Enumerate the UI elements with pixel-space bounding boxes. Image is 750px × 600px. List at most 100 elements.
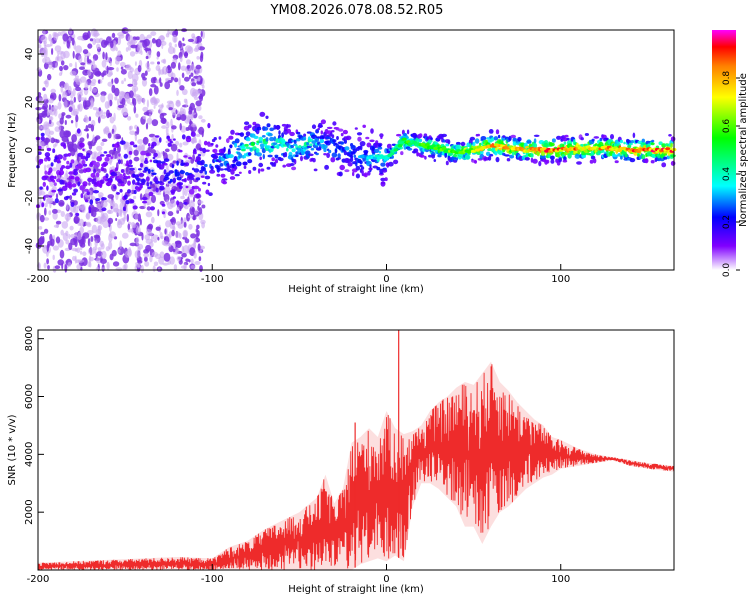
spectrogram-cell (120, 183, 125, 187)
spectrogram-cell (124, 250, 132, 258)
spectrogram-cell (135, 113, 139, 118)
spectrogram-cell (47, 73, 52, 81)
snr-plot-frame (37, 329, 675, 571)
spectrogram-cell (497, 134, 501, 139)
spectrogram-cell (171, 229, 175, 237)
spectrogram-cell (536, 151, 540, 157)
spectrogram-cell (117, 159, 122, 165)
spectrogram-cell (380, 181, 386, 187)
spectrogram-cell (133, 87, 136, 97)
spectrogram-cell (72, 143, 78, 153)
spectrogram-cell (113, 147, 117, 151)
spectrogram-cell (190, 87, 196, 97)
spectrogram-cell (256, 126, 262, 131)
spectrogram-cell (96, 156, 102, 162)
spectrogram-cell (93, 190, 99, 194)
spectrogram-ridge-cell (424, 143, 430, 147)
spectrogram-cell (630, 140, 635, 144)
spectrogram-cell (82, 32, 89, 40)
spectrogram-cell (168, 170, 174, 174)
spectrogram-cell (663, 153, 668, 156)
spectrogram-cell (132, 179, 136, 185)
spectrogram-cell (275, 125, 281, 130)
spectrogram-cell (278, 130, 281, 135)
spectrogram-cell (50, 88, 56, 94)
spectrogram-cell (129, 125, 133, 130)
spectrogram-cell (95, 198, 101, 202)
spectrogram-cell (289, 131, 295, 137)
spectrogram-cell (273, 124, 277, 130)
spectrogram-cell (44, 128, 51, 136)
spectrogram-cell (40, 135, 45, 141)
spectrogram-cell (153, 99, 158, 106)
spectrogram-cell (180, 114, 187, 121)
spectrogram-cell (245, 137, 251, 142)
spectrogram-cell (363, 172, 368, 178)
spectrogram-cell (312, 158, 316, 163)
spectrogram-cell (57, 174, 61, 180)
spectrogram-cell (88, 116, 92, 122)
spectrogram-cell (48, 167, 53, 173)
spectrogram-cell (92, 107, 98, 111)
snr-x-tick-label: 100 (551, 574, 570, 585)
spectrogram-cell (53, 182, 57, 187)
spectrogram-cell (119, 140, 126, 145)
spectrogram-cell (179, 142, 183, 148)
spectrogram-cell (204, 175, 211, 180)
spectrogram-cell (128, 164, 133, 168)
spectrogram-cell (197, 205, 200, 211)
spectrogram-cell (46, 185, 49, 191)
spectrogram-cell (219, 168, 224, 171)
spectrogram-cell (107, 67, 115, 71)
spectrogram-cell (80, 62, 86, 66)
spectrogram-cell (189, 102, 195, 111)
spectrogram-y-tick-label: 40 (24, 48, 35, 61)
spectrogram-cell (179, 56, 183, 63)
spectrogram-cell (172, 222, 175, 230)
spectrogram-cell (147, 186, 152, 190)
spectrogram-cell (169, 218, 175, 223)
spectrogram-cell (42, 103, 48, 110)
spectrogram-cell (74, 61, 77, 70)
spectrogram-cell (96, 43, 101, 50)
spectrogram-cell (161, 125, 168, 129)
spectrogram-cell (257, 168, 261, 174)
snr-x-axis-label: Height of straight line (km) (288, 584, 424, 595)
spectrogram-cell (60, 60, 65, 66)
spectrogram-cell (137, 65, 142, 73)
spectrogram-cell (146, 34, 152, 39)
spectrogram-cell (192, 149, 197, 153)
spectrogram-cell (167, 121, 170, 129)
spectrogram-cell (207, 182, 211, 187)
spectrogram-cell (142, 106, 149, 112)
spectrogram-cell (107, 217, 114, 225)
spectrogram-cell (118, 181, 124, 184)
spectrogram-cell (110, 156, 113, 160)
spectrogram-cell (50, 137, 56, 144)
spectrogram-cell (229, 176, 236, 180)
spectrogram-cell (135, 236, 140, 246)
spectrogram-cell (168, 107, 173, 111)
spectrogram-cell (102, 161, 109, 166)
spectrogram-cell (158, 256, 165, 265)
spectrogram-cell (135, 145, 142, 151)
spectrogram-cell (185, 136, 192, 143)
spectrogram-cell (56, 56, 63, 62)
spectrogram-cell (54, 198, 59, 204)
spectrogram-cell (274, 159, 278, 164)
spectrogram-cell (147, 223, 154, 230)
spectrogram-cell (80, 242, 86, 248)
spectrogram-cell (151, 216, 155, 224)
spectrogram-cell (151, 38, 156, 44)
spectrogram-cell (117, 104, 125, 109)
spectrogram-cell (323, 147, 327, 153)
spectrogram-cell (641, 138, 645, 143)
spectrogram-cell (46, 110, 50, 117)
spectrogram-cell (140, 178, 146, 184)
spectrogram-cell (107, 132, 112, 139)
spectrogram-x-tick-label: 0 (383, 274, 389, 285)
spectrogram-cell (195, 177, 201, 181)
spectrogram-cell (43, 262, 47, 269)
spectrogram-cell (135, 226, 141, 234)
spectrogram-cell (129, 141, 135, 146)
